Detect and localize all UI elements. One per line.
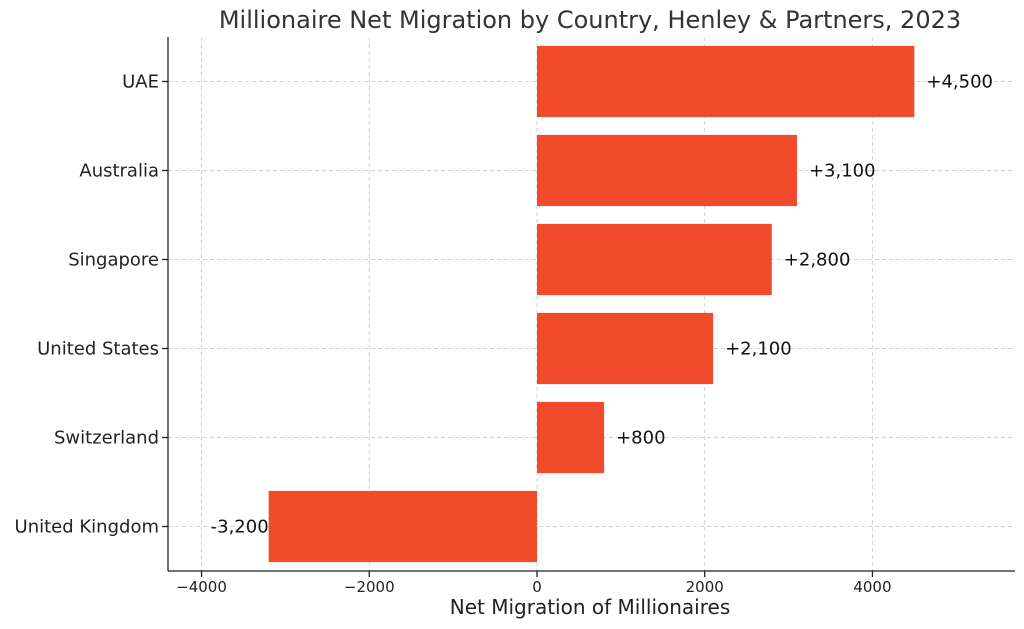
axes xyxy=(162,37,1015,577)
labels: −4000 −2000 0 2000 4000 UAE +4,500 Australia +3,… xyxy=(15,72,993,597)
category-label-3: United States xyxy=(37,339,159,360)
bar-0 xyxy=(536,45,915,118)
category-label-0: UAE xyxy=(122,72,159,93)
x-axis-label: Net Migration of Millionaires xyxy=(450,595,730,619)
bars xyxy=(268,45,915,563)
bar-3 xyxy=(536,312,714,385)
category-label-2: Singapore xyxy=(68,250,159,271)
data-label-3: +2,100 xyxy=(725,339,792,360)
data-label-2: +2,800 xyxy=(784,250,851,271)
category-label-1: Australia xyxy=(79,161,159,182)
x-tick-label-0: −4000 xyxy=(176,578,227,596)
data-label-0: +4,500 xyxy=(926,72,993,93)
x-tick-label-4: 4000 xyxy=(853,578,891,596)
bar-1 xyxy=(536,134,797,207)
chart-title: Millionaire Net Migration by Country, He… xyxy=(219,6,961,34)
bar-5 xyxy=(268,490,537,563)
bar-4 xyxy=(536,401,605,474)
data-label-1: +3,100 xyxy=(809,161,876,182)
data-label-4: +800 xyxy=(616,428,665,449)
data-label-5: -3,200 xyxy=(211,517,269,538)
x-tick-label-2: 0 xyxy=(532,578,542,596)
bar-2 xyxy=(536,223,772,296)
category-label-5: United Kingdom xyxy=(15,517,159,538)
x-tick-label-3: 2000 xyxy=(686,578,724,596)
x-tick-label-1: −2000 xyxy=(344,578,395,596)
category-label-4: Switzerland xyxy=(54,428,159,449)
